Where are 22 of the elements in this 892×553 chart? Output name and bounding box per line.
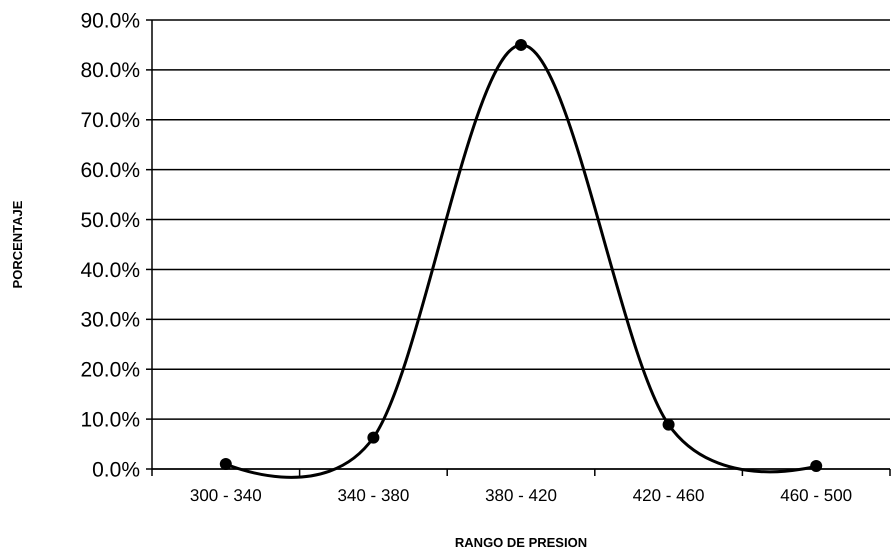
x-tick-label: 300 - 340 xyxy=(190,486,262,505)
point xyxy=(220,458,232,470)
x-tick-label: 420 - 460 xyxy=(632,486,705,505)
y-axis-title: PORCENTAJE xyxy=(10,200,25,288)
x-tick-label: 340 - 380 xyxy=(337,486,410,505)
point xyxy=(367,432,380,444)
y-tick-label: 60.0% xyxy=(80,159,140,182)
x-axis-title: RANGO DE PRESION xyxy=(454,535,588,550)
point xyxy=(662,418,675,431)
y-tick-label: 70.0% xyxy=(80,109,140,132)
point xyxy=(515,38,527,51)
point xyxy=(810,460,822,472)
x-tick-label: 380 - 420 xyxy=(485,486,557,505)
x-tick-label: 460 - 500 xyxy=(780,486,852,505)
y-tick-label: 30.0% xyxy=(80,308,140,332)
y-tick-label: 20.0% xyxy=(80,358,140,382)
y-tick-label: 50.0% xyxy=(80,208,140,232)
y-tick-label: 90.0% xyxy=(80,9,140,32)
y-tick-label: 0.0% xyxy=(92,458,140,482)
y-tick-label: 10.0% xyxy=(80,408,140,432)
y-tick-label: 40.0% xyxy=(80,258,140,282)
y-tick-label: 80.0% xyxy=(80,59,140,82)
